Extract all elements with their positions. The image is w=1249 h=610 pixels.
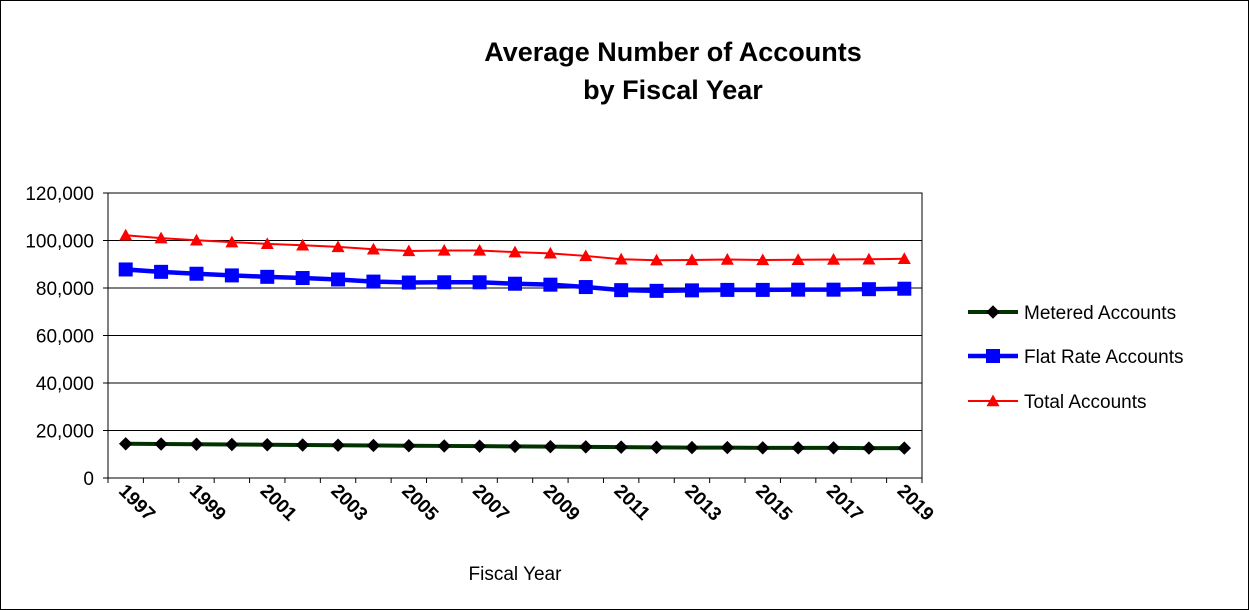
chart-title-line-1: Average Number of Accounts [484, 37, 862, 67]
data-point-diamond [986, 305, 1000, 319]
series-metered [118, 437, 912, 455]
data-point-diamond [720, 440, 735, 455]
data-point-triangle [791, 253, 805, 265]
data-point-triangle [473, 243, 487, 256]
data-point-triangle [897, 252, 911, 264]
data-point-square [720, 282, 735, 297]
chart-title-line-2: by Fiscal Year [583, 75, 763, 105]
data-point-diamond [791, 441, 805, 455]
data-point-triangle [614, 252, 628, 265]
data-point-triangle [720, 253, 734, 265]
data-point-diamond [118, 437, 133, 451]
data-point-triangle [437, 243, 451, 256]
legend-label: Total Accounts [1024, 392, 1147, 413]
data-point-diamond [225, 437, 239, 452]
data-point-triangle [862, 252, 876, 265]
y-tick-label: 120,000 [25, 184, 94, 205]
data-point-square [986, 349, 1000, 363]
data-point-triangle [508, 245, 522, 258]
y-tick-label: 60,000 [36, 327, 94, 348]
data-point-square [260, 269, 275, 284]
legend-label: Metered Accounts [1024, 303, 1176, 324]
y-tick-label: 100,000 [25, 232, 94, 253]
legend-item: Total Accounts [968, 392, 1147, 413]
data-point-square [118, 262, 133, 277]
data-point-triangle [189, 233, 203, 246]
data-point-diamond [154, 437, 168, 451]
series-layer [118, 228, 912, 455]
data-point-diamond [366, 438, 381, 453]
data-point-diamond [756, 441, 770, 455]
data-point-diamond [543, 439, 558, 454]
data-point-triangle [366, 242, 380, 255]
legend-label: Flat Rate Accounts [1024, 347, 1183, 368]
data-point-square [861, 282, 876, 297]
data-point-diamond [508, 439, 522, 454]
data-point-square [331, 272, 346, 287]
data-point-square [472, 275, 487, 290]
series-flat-rate [118, 262, 912, 298]
data-point-triangle [986, 394, 1000, 407]
data-point-diamond [189, 437, 204, 451]
data-point-square [543, 277, 558, 292]
y-tick-label: 80,000 [36, 279, 94, 300]
legend: Metered Accounts Flat Rate Accounts Total … [968, 303, 1183, 413]
data-point-diamond [685, 440, 699, 455]
data-point-triangle [650, 253, 664, 266]
data-point-diamond [862, 441, 876, 455]
y-tick-label: 20,000 [36, 422, 94, 443]
legend-item: Metered Accounts [968, 303, 1176, 324]
data-point-square [755, 282, 770, 297]
data-point-square [295, 271, 310, 286]
data-point-triangle [154, 231, 168, 244]
data-point-square [614, 283, 629, 298]
data-point-diamond [649, 440, 664, 455]
data-point-square [154, 264, 169, 279]
data-point-diamond [402, 438, 416, 453]
data-point-triangle [756, 253, 770, 266]
data-point-diamond [826, 441, 841, 455]
data-point-square [224, 268, 239, 283]
data-point-triangle [543, 246, 557, 259]
data-point-diamond [579, 440, 593, 454]
data-point-square [578, 280, 593, 295]
data-point-triangle [579, 249, 593, 262]
data-point-triangle [225, 235, 239, 248]
data-point-diamond [614, 440, 628, 454]
data-point-square [366, 274, 381, 289]
y-tick-label: 40,000 [36, 374, 94, 395]
data-point-triangle [260, 237, 274, 250]
data-point-square [508, 276, 522, 291]
data-point-diamond [331, 438, 345, 452]
data-point-triangle [119, 228, 133, 241]
data-point-square [401, 275, 416, 290]
data-point-triangle [685, 253, 699, 266]
data-point-square [897, 281, 912, 296]
data-point-square [826, 282, 841, 297]
data-point-diamond [437, 439, 451, 453]
data-point-square [791, 282, 806, 297]
x-axis-label: Fiscal Year [469, 564, 563, 585]
data-point-diamond [897, 441, 912, 455]
data-point-square [437, 275, 452, 290]
series-total [119, 228, 911, 266]
data-point-diamond [472, 439, 487, 453]
legend-item: Flat Rate Accounts [968, 347, 1183, 368]
data-point-triangle [827, 253, 841, 265]
y-tick-label: 0 [83, 469, 94, 490]
data-point-triangle [402, 244, 416, 257]
data-point-diamond [295, 438, 310, 452]
data-point-diamond [260, 438, 274, 452]
data-point-triangle [296, 238, 310, 251]
data-point-triangle [331, 240, 345, 253]
y-axis: 0 20,000 40,000 60,000 80,000 100,000 120,000 [25, 184, 108, 490]
data-point-square [189, 266, 204, 281]
data-point-square [649, 283, 664, 298]
data-point-square [684, 283, 699, 298]
